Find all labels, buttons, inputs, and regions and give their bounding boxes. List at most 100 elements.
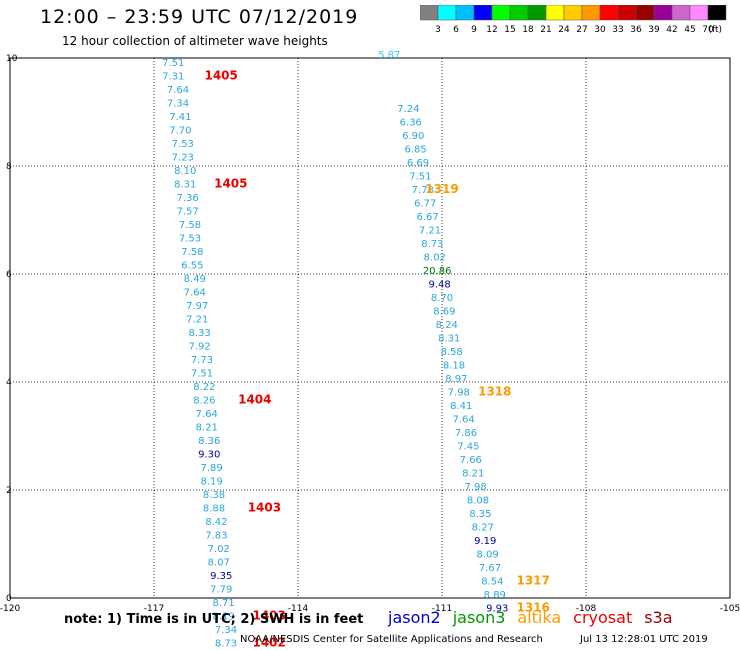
colorbar-swatch <box>707 5 727 21</box>
swh-value-label: 9.19 <box>474 536 496 547</box>
swh-value-label: 9.35 <box>210 571 232 582</box>
x-tick-label: -105 <box>720 604 740 614</box>
legend-altika: altika <box>517 608 562 627</box>
y-tick-label: 8 <box>6 162 12 172</box>
swh-value-label: 8.54 <box>481 577 503 588</box>
swh-value-label: 9.48 <box>428 280 450 291</box>
swh-value-label: 6.85 <box>404 145 426 156</box>
x-tick-label: -117 <box>144 604 164 614</box>
swh-value-label: 7.78 <box>412 185 434 196</box>
swh-value-label: 8.36 <box>198 436 220 447</box>
swh-value-label: 7.58 <box>181 247 203 258</box>
colorbar-label: 30 <box>594 25 606 35</box>
swh-value-label: 7.86 <box>455 428 477 439</box>
swh-value-label: 7.02 <box>208 544 230 555</box>
swh-value-label: 8.42 <box>205 517 227 528</box>
color-scale-legend: 3 6 9 12 15 18 21 24 27 30 33 36 39 42 45 70(ft) <box>420 5 727 35</box>
swh-value-label: 7.34 <box>215 625 237 636</box>
swh-value-label: 8.35 <box>469 509 491 520</box>
colorbar-label: 27 <box>576 25 587 35</box>
swh-value-label: 5.87 <box>378 50 400 61</box>
swh-value-label: 8.10 <box>174 166 196 177</box>
swh-value-label: 8.02 <box>424 253 446 264</box>
swh-value-label: 7.21 <box>186 315 208 326</box>
swh-value-label: 7.51 <box>191 369 213 380</box>
x-tick-label: -111 <box>432 604 452 614</box>
swh-value-label: 7.64 <box>167 85 189 96</box>
swh-value-label: 8.09 <box>476 550 498 561</box>
colorbar-label: 36 <box>630 25 642 35</box>
legend-jason2: jason2 <box>388 608 441 627</box>
swh-value-label: 8.41 <box>450 401 472 412</box>
swh-value-label: 8.58 <box>440 347 462 358</box>
swh-value-label: 9.30 <box>198 450 220 461</box>
pass-time-label: 1403 <box>248 501 281 515</box>
swh-value-label: 7.31 <box>162 72 184 83</box>
swh-value-label: 8.19 <box>200 477 222 488</box>
swh-value-label: 8.49 <box>184 274 206 285</box>
plot-frame <box>9 57 731 599</box>
swh-value-label: 8.71 <box>212 598 234 609</box>
swh-value-label: 8.08 <box>467 496 489 507</box>
swh-value-label: 7.97 <box>186 301 208 312</box>
swh-value-label: 6.67 <box>416 212 438 223</box>
swh-value-label: 7.45 <box>457 442 479 453</box>
chart-title: 12:00 – 23:59 UTC 07/12/2019 <box>40 6 359 28</box>
colorbar-label: 12 <box>486 25 497 35</box>
swh-value-label: 7.24 <box>397 104 419 115</box>
swh-value-label: 6.77 <box>414 199 436 210</box>
swh-value-label: 8.26 <box>193 396 215 407</box>
colorbar-label: 39 <box>648 25 660 35</box>
colorbar-label: 42 <box>666 25 677 35</box>
swh-value-label: 6.36 <box>400 118 422 129</box>
colorbar-label: 3 <box>435 25 441 35</box>
generated-timestamp: Jul 13 12:28:01 UTC 2019 <box>580 634 708 645</box>
x-tick-label: -114 <box>288 604 309 614</box>
swh-value-label: 7.51 <box>162 58 184 69</box>
satellite-legend: jason2 jason3 altika cryosat s3a <box>388 608 685 627</box>
swh-value-label: 8.21 <box>196 423 218 434</box>
swh-value-label: 8.22 <box>193 382 215 393</box>
swh-value-label: 7.53 <box>179 234 201 245</box>
colorbar-label: 45 <box>684 25 695 35</box>
y-tick-label: 10 <box>6 54 18 64</box>
swh-value-label: 7.21 <box>419 226 441 237</box>
swh-value-label: 7.36 <box>176 193 198 204</box>
swh-value-label: 8.21 <box>462 469 484 480</box>
pass-time-label: 1402 <box>252 636 285 650</box>
swh-value-label: 7.73 <box>191 355 213 366</box>
colorbar-label: 15 <box>504 25 515 35</box>
colorbar-label: 18 <box>522 25 534 35</box>
swh-value-label: 6.90 <box>402 131 424 142</box>
y-tick-label: 2 <box>6 486 12 496</box>
colorbar-label: 21 <box>540 25 551 35</box>
swh-value-label: 7.83 <box>205 531 227 542</box>
colorbar-label: 9 <box>471 25 477 35</box>
swh-value-label: 8.33 <box>188 328 210 339</box>
x-tick-label: -108 <box>576 604 597 614</box>
pass-time-label: 1404 <box>238 393 271 407</box>
swh-value-label: 8.24 <box>436 320 458 331</box>
swh-value-label: 8.31 <box>438 334 460 345</box>
swh-value-label: 8.70 <box>431 293 453 304</box>
swh-value-label: 7.34 <box>167 99 189 110</box>
colorbar-unit: (ft) <box>708 25 722 35</box>
legend-cryosat: cryosat <box>573 608 633 627</box>
chart-subtitle: 12 hour collection of altimeter wave hei… <box>62 34 328 48</box>
swh-value-label: 20.86 <box>423 266 452 277</box>
pass-time-label: 1316 <box>516 601 549 615</box>
swh-value-label: 8.69 <box>433 307 455 318</box>
swh-value-label: 8.89 <box>484 590 506 601</box>
swh-value-label: 8.97 <box>445 374 467 385</box>
swh-value-label: 7.66 <box>460 455 482 466</box>
swh-value-label: 7.41 <box>169 112 191 123</box>
swh-value-label: 7.98 <box>464 482 486 493</box>
swh-value-label: 8.73 <box>421 239 443 250</box>
swh-value-label: 8.18 <box>443 361 465 372</box>
swh-value-label: 6.69 <box>407 158 429 169</box>
swh-value-label: 7.53 <box>172 139 194 150</box>
swh-value-label: 7.64 <box>452 415 474 426</box>
swh-value-label: 8.88 <box>203 504 225 515</box>
swh-value-label: 6.55 <box>181 261 203 272</box>
